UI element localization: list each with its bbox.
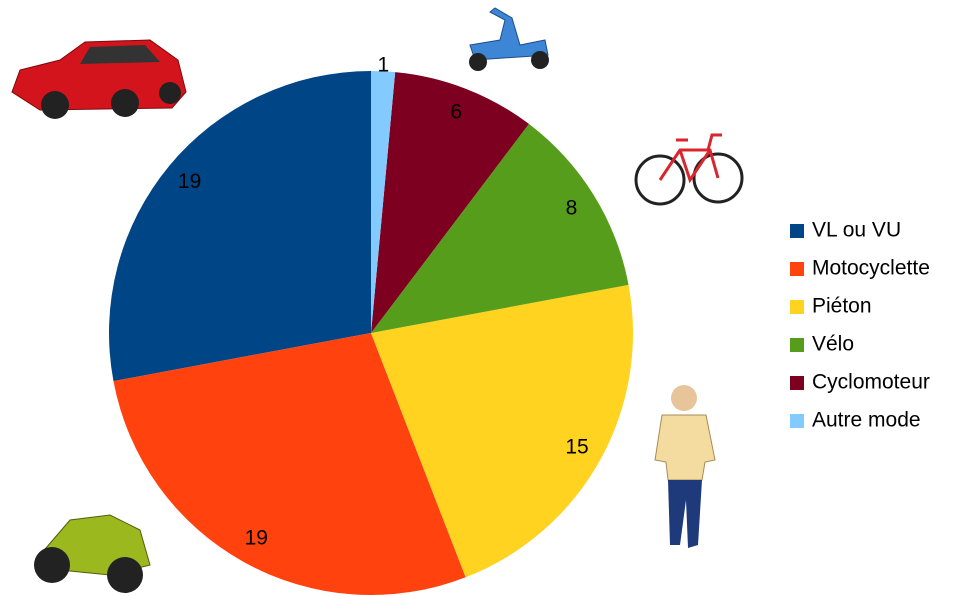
legend-swatch (790, 338, 804, 352)
data-label: 1 (377, 54, 389, 77)
pie-slice (371, 284, 633, 578)
scooter-illustration (469, 7, 549, 71)
legend-label: Cyclomoteur (812, 371, 930, 394)
legend-swatch (790, 224, 804, 238)
pie-slice (371, 72, 529, 333)
pie-slice (371, 71, 396, 333)
legend-label: Piéton (812, 295, 872, 318)
pie-slice (371, 123, 629, 333)
pie-slice (108, 71, 371, 382)
legend-swatch (790, 414, 804, 428)
data-label: 15 (565, 435, 588, 458)
motorbike-illustration (34, 514, 151, 593)
pedestrian-illustration (654, 385, 716, 548)
legend-swatch (790, 376, 804, 390)
legend-label: Vélo (812, 333, 854, 356)
legend-label: VL ou VU (812, 219, 901, 242)
bicycle-illustration (634, 133, 744, 206)
data-label: 19 (245, 527, 268, 550)
legend-swatch (790, 262, 804, 276)
data-label: 8 (566, 196, 578, 219)
data-label: 6 (450, 101, 462, 124)
data-label: 19 (178, 170, 201, 193)
car-illustration (11, 39, 187, 119)
legend-label: Autre mode (812, 409, 921, 432)
legend-label: Motocyclette (812, 257, 930, 280)
legend-swatch (790, 300, 804, 314)
pie-slice (113, 333, 466, 596)
